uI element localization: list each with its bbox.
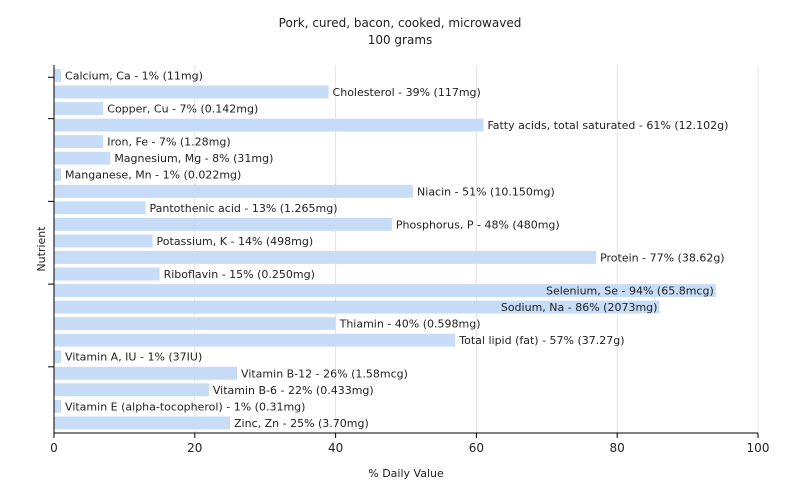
bar-label: Protein - 77% (38.62g) xyxy=(600,251,725,264)
bar-label: Phosphorus, P - 48% (480mg) xyxy=(396,218,560,231)
bar xyxy=(54,383,209,397)
bar xyxy=(54,350,62,364)
bar xyxy=(54,366,238,380)
bar-label: Potassium, K - 14% (498mg) xyxy=(157,235,314,248)
bar xyxy=(54,251,597,264)
bar xyxy=(54,399,62,413)
bar-label: Niacin - 51% (10.150mg) xyxy=(417,185,555,198)
bar xyxy=(54,184,414,198)
x-axis-label: % Daily Value xyxy=(368,467,444,480)
bar xyxy=(54,102,104,115)
bar xyxy=(54,118,484,132)
chart-subtitle: 100 grams xyxy=(368,33,433,47)
x-tick-label: 0 xyxy=(50,441,58,455)
bar xyxy=(54,135,104,149)
x-tick-label: 60 xyxy=(469,441,484,455)
bar-label: Calcium, Ca - 1% (11mg) xyxy=(65,69,203,82)
bar-label: Manganese, Mn - 1% (0.022mg) xyxy=(65,169,241,182)
bar xyxy=(54,69,62,82)
bar-label: Vitamin B-6 - 22% (0.433mg) xyxy=(213,384,374,397)
bar-label: Thiamin - 40% (0.598mg) xyxy=(339,318,481,331)
bar xyxy=(54,217,392,231)
bar xyxy=(54,416,230,430)
x-tick-label: 40 xyxy=(328,441,343,455)
bar-label: Riboflavin - 15% (0.250mg) xyxy=(164,268,315,281)
x-tick-label: 100 xyxy=(747,441,770,455)
bar-label: Zinc, Zn - 25% (3.70mg) xyxy=(234,417,369,430)
bar-label: Iron, Fe - 7% (1.28mg) xyxy=(107,136,230,149)
bar xyxy=(54,234,153,248)
bar xyxy=(54,284,716,297)
y-axis-label: Nutrient xyxy=(35,226,48,272)
x-tick-label: 20 xyxy=(187,441,202,455)
bar xyxy=(54,267,160,281)
bar-label: Vitamin E (alpha-tocopherol) - 1% (0.31m… xyxy=(65,400,305,413)
axes: 0 20 40 60 80 100 xyxy=(48,65,769,455)
bar xyxy=(54,85,329,99)
bar-label: Copper, Cu - 7% (0.142mg) xyxy=(107,103,258,116)
bars: Calcium, Ca - 1% (11mg) Cholesterol - 39%… xyxy=(54,69,728,430)
bar-label: Magnesium, Mg - 8% (31mg) xyxy=(114,152,273,165)
bar xyxy=(54,201,146,215)
bar xyxy=(54,300,660,314)
bar xyxy=(54,333,456,347)
bar xyxy=(54,151,111,165)
bar-label: Cholesterol - 39% (117mg) xyxy=(333,86,481,99)
bar xyxy=(54,168,62,182)
bar-label: Sodium, Na - 86% (2073mg) xyxy=(501,301,658,314)
bar xyxy=(54,317,336,331)
x-tick-label: 80 xyxy=(610,441,625,455)
bar-label: Fatty acids, total saturated - 61% (12.1… xyxy=(487,119,728,132)
bar-label: Total lipid (fat) - 57% (37.27g) xyxy=(458,334,624,347)
bar-label: Vitamin B-12 - 26% (1.58mcg) xyxy=(241,367,408,380)
bar-label: Pantothenic acid - 13% (1.265mg) xyxy=(150,202,338,215)
chart-title: Pork, cured, bacon, cooked, microwaved xyxy=(279,16,522,30)
bar-label: Selenium, Se - 94% (65.8mcg) xyxy=(546,285,714,298)
bar-label: Vitamin A, IU - 1% (37IU) xyxy=(65,351,202,364)
